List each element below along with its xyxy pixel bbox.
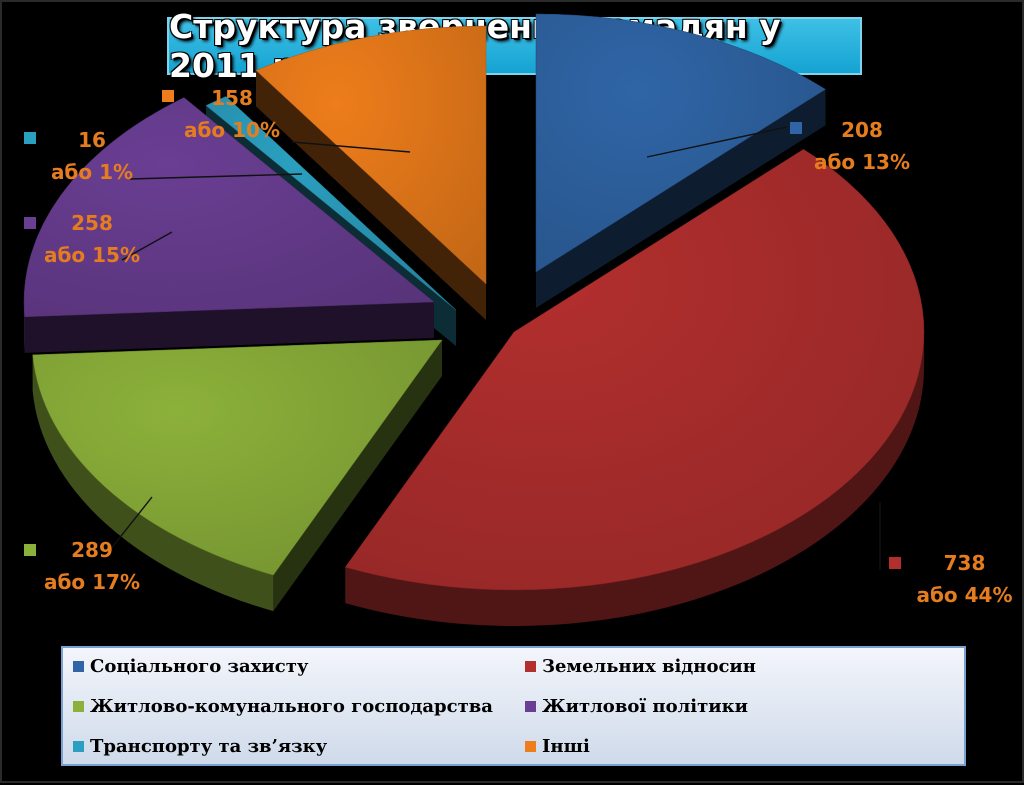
pie-slice-5 (255, 25, 487, 285)
legend-swatch (525, 741, 536, 752)
slice-percent: або 1% (50, 160, 134, 184)
slice-percent: або 10% (183, 118, 281, 142)
pie-slice-3 (23, 97, 435, 318)
legend-label: Інші (542, 736, 590, 757)
legend-swatch (73, 741, 84, 752)
legend-item-social: Соціального захисту (73, 656, 308, 677)
pie-slice-0 (535, 13, 826, 273)
slice-percent: або 15% (43, 243, 141, 267)
slice-label-other: 158 або 10% (162, 82, 302, 146)
pie-slice-wall (256, 70, 486, 320)
pie-slice-4 (205, 96, 457, 311)
chart-legend: Соціального захисту Земельних відносин Ж… (61, 646, 966, 766)
slice-label-marker (24, 544, 36, 556)
slice-label-marker (24, 217, 36, 229)
pie-slice-1 (344, 149, 925, 591)
slice-percent: або 13% (813, 150, 911, 174)
slice-percent: або 44% (916, 583, 1013, 607)
legend-item-land: Земельних відносин (525, 656, 756, 677)
legend-item-transport: Транспорту та зв’язку (73, 736, 327, 757)
slice-label-social: 208 або 13% (790, 114, 932, 178)
leader-line (109, 496, 153, 551)
pie-slice-wall (536, 89, 826, 308)
leader-line (129, 173, 303, 180)
slice-value: 208 (841, 118, 883, 142)
legend-label: Житлової політики (542, 696, 748, 717)
slice-label-transport: 16 або 1% (22, 124, 162, 188)
legend-swatch (525, 661, 536, 672)
legend-swatch (525, 701, 536, 712)
slice-value: 258 (71, 211, 113, 235)
pie-slice-2 (32, 339, 443, 576)
leader-line (646, 126, 788, 158)
legend-item-other: Інші (525, 736, 590, 757)
slice-value: 158 (211, 86, 253, 110)
legend-item-housing-utilities: Житлово-комунального господарства (73, 696, 493, 717)
leader-line (121, 231, 173, 261)
legend-label: Соціального захисту (90, 656, 309, 677)
legend-label: Земельних відносин (542, 656, 756, 677)
pie-slice-wall (273, 340, 442, 612)
slice-label-marker (790, 122, 802, 134)
slice-label-marker (162, 90, 174, 102)
slice-label-housing-policy: 258 або 15% (22, 207, 162, 271)
slice-value: 16 (78, 128, 106, 152)
slice-value: 738 (943, 551, 986, 575)
legend-label: Транспорту та зв’язку (90, 736, 328, 757)
leader-line (291, 141, 411, 153)
legend-item-housing-policy: Житлової політики (525, 696, 748, 717)
slice-label-housing-utilities: 289 або 17% (22, 534, 162, 598)
slice-label-marker (24, 132, 36, 144)
pie-slice-wall (24, 302, 434, 353)
legend-swatch (73, 661, 84, 672)
slice-label-land: 738 або 44% (889, 547, 1024, 611)
slice-label-marker (889, 557, 901, 569)
pie-slice-side (32, 354, 274, 612)
slice-percent: або 17% (43, 570, 141, 594)
pie-slice-side (345, 332, 924, 627)
slice-value: 289 (71, 538, 113, 562)
legend-swatch (73, 701, 84, 712)
legend-label: Житлово-комунального господарства (90, 696, 493, 717)
pie-slice-side (24, 302, 25, 353)
